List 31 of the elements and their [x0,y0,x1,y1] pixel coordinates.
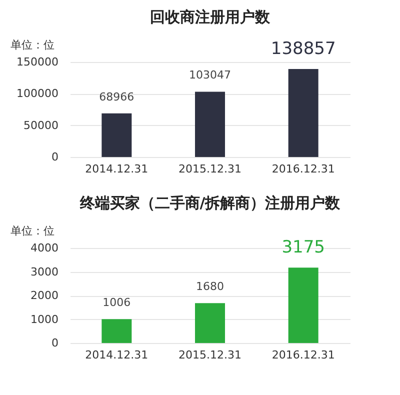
x-tick-label: 2016.12.31 [272,348,335,362]
y-tick-label: 100000 [16,87,58,100]
chart-title: 回收商注册用户数 [150,8,271,26]
bar [195,92,225,157]
bar [102,113,132,157]
y-tick-label: 150000 [16,56,58,68]
y-tick-label: 0 [52,150,58,164]
data-label: 1006 [102,296,131,310]
y-axis-title: 单位：位 [10,224,54,238]
data-label: 68966 [99,90,134,104]
x-tick-label: 2014.12.31 [85,162,148,176]
data-label: 3175 [282,238,325,258]
y-tick-label: 0 [52,336,58,350]
bar [288,69,318,157]
data-label: 138857 [270,39,336,60]
bar [102,319,132,343]
chart-title: 终端买家（二手商/拆解商）注册用户数 [78,194,342,212]
y-tick-label: 4000 [30,242,58,254]
y-axis-title: 单位：位 [10,38,54,52]
y-tick-label: 50000 [24,118,58,132]
bar [195,303,225,343]
x-tick-label: 2016.12.31 [272,162,335,176]
x-tick-label: 2015.12.31 [178,348,242,362]
y-tick-label: 3000 [30,265,58,278]
y-tick-label: 1000 [30,312,58,326]
x-tick-label: 2015.12.31 [178,162,242,176]
data-label: 103047 [189,68,231,82]
x-tick-label: 2014.12.31 [85,348,148,362]
y-tick-label: 2000 [30,289,58,302]
data-label: 1680 [196,280,224,294]
bar [288,268,318,343]
